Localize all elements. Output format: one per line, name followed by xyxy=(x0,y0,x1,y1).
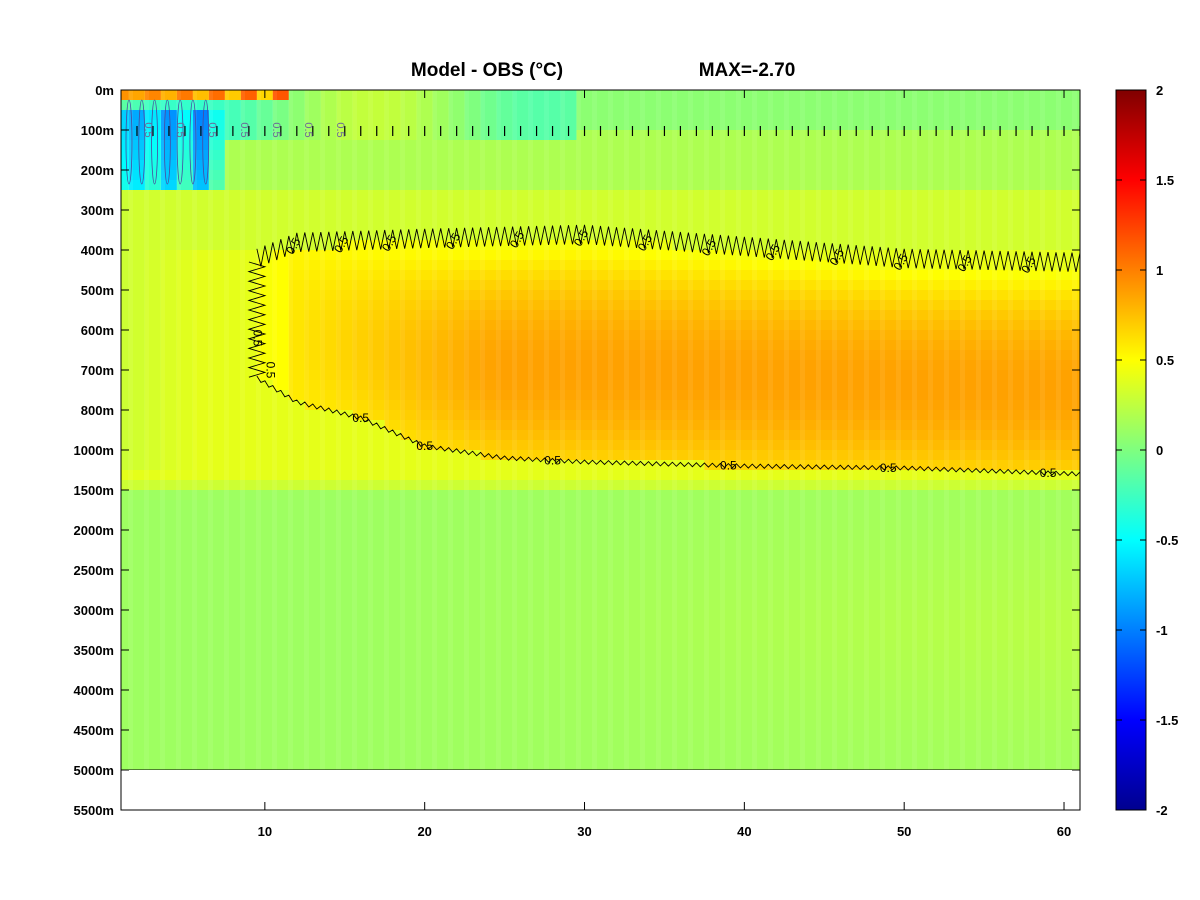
y-tick-label: 2000m xyxy=(74,523,114,538)
colorbar-tick-label: -1 xyxy=(1156,623,1168,638)
colorbar-axis: 2 1.5 1 0.5 0 -0.5 -1 -1.5 -2 xyxy=(1116,83,1178,818)
contour-label: 0.5 xyxy=(720,459,737,473)
contour-label: 0.5 xyxy=(206,122,218,137)
contour-label: 0.5 xyxy=(251,330,265,347)
negative-cell-contour xyxy=(202,99,210,185)
negative-cell-contour xyxy=(151,99,158,185)
contour-upper xyxy=(256,224,1080,272)
y-tick-label: 1000m xyxy=(74,443,114,458)
y-tick-label: 5000m xyxy=(74,763,114,778)
negative-cell-contour xyxy=(176,99,184,185)
y-tick-label: 4000m xyxy=(74,683,114,698)
negative-cell-contour xyxy=(163,99,171,185)
y-tick-label: 600m xyxy=(81,323,114,338)
contour-label: 0.5 xyxy=(880,461,897,475)
y-tick-label: 3500m xyxy=(74,643,114,658)
y-tick-label: 500m xyxy=(81,283,114,298)
contour-labels: 0.5 0.5 0.5 0.5 0.5 0.5 0.5 0.5 0.5 0.5 0.5 0.5 0.5 0… xyxy=(142,122,1057,480)
colorbar-tick-label: -0.5 xyxy=(1156,533,1178,548)
y-tick-label: 800m xyxy=(81,403,114,418)
y-tick-label: 5500m xyxy=(74,803,114,818)
y-tick-label: 2500m xyxy=(74,563,114,578)
contour-label: 0.5 xyxy=(544,453,561,467)
colorbar-tick-label: 1 xyxy=(1156,263,1163,278)
chart-title: Model - OBS (°C) xyxy=(411,60,563,81)
contour-label: 0.5 xyxy=(352,411,369,425)
contour-lower xyxy=(256,375,1080,477)
colorbar-tick-label: 0.5 xyxy=(1156,353,1174,368)
contour-label: 0.5 xyxy=(1040,466,1057,480)
y-tick-label: 200m xyxy=(81,163,114,178)
y-tick-label: 100m xyxy=(81,123,114,138)
y-tick-label: 300m xyxy=(81,203,114,218)
contour-label: 0.5 xyxy=(270,122,282,137)
contour-label: 0.5 xyxy=(334,122,346,137)
y-tick-label: 700m xyxy=(81,363,114,378)
x-tick-label: 30 xyxy=(577,824,591,839)
contour-label: 0.5 xyxy=(263,362,277,379)
contour-lines xyxy=(121,99,1080,770)
x-tick-label: 60 xyxy=(1057,824,1071,839)
contour-label: 0.5 xyxy=(302,122,314,137)
x-tick-label: 40 xyxy=(737,824,751,839)
colorbar-tick-label: 0 xyxy=(1156,443,1163,458)
colorbar-tick-label: 1.5 xyxy=(1156,173,1174,188)
x-tick-label: 50 xyxy=(897,824,911,839)
contour-label: 0.5 xyxy=(142,122,154,137)
contour-label: 0.5 xyxy=(416,439,433,453)
contour-label: 0.5 xyxy=(174,122,186,137)
x-tick-label: 10 xyxy=(258,824,272,839)
y-tick-label: 400m xyxy=(81,243,114,258)
y-tick-label: 3000m xyxy=(74,603,114,618)
colorbar-tick-label: -2 xyxy=(1156,803,1168,818)
colorbar-tick-label: 2 xyxy=(1156,83,1163,98)
negative-cell-contour xyxy=(189,99,197,185)
y-tick-label: 1500m xyxy=(74,483,114,498)
y-tick-label: 0m xyxy=(95,83,114,98)
field-texture xyxy=(121,90,1080,770)
y-tick-label: 4500m xyxy=(74,723,114,738)
x-tick-label: 20 xyxy=(417,824,431,839)
y-axis: 0m 100m 200m 300m 400m 500m 600m 700m 800m 1000m 1… xyxy=(74,83,1080,818)
negative-cell-contour xyxy=(138,99,146,185)
negative-cell-contour xyxy=(125,99,133,185)
x-axis: 10 20 30 40 50 60 xyxy=(258,90,1071,839)
max-annotation: MAX=-2.70 xyxy=(699,60,796,81)
contour-left xyxy=(247,261,267,378)
colorbar-tick-label: -1.5 xyxy=(1156,713,1178,728)
contour-label: 0.5 xyxy=(238,122,250,137)
